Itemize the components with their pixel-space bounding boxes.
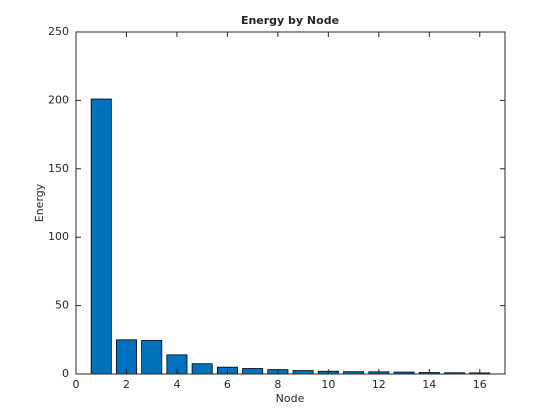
x-tick-label: 6	[224, 378, 231, 391]
x-tick-label: 10	[321, 378, 335, 391]
x-tick-label: 14	[422, 378, 436, 391]
x-tick-label: 8	[274, 378, 281, 391]
bar	[292, 370, 314, 375]
x-tick-label: 2	[123, 378, 130, 391]
bar	[242, 368, 264, 375]
y-axis-label: Energy	[33, 183, 46, 222]
y-tick-label: 100	[48, 230, 69, 243]
bar	[115, 339, 137, 375]
x-tick-label: 16	[473, 378, 487, 391]
x-tick-label: 12	[372, 378, 386, 391]
axes-box	[75, 31, 506, 375]
y-tick-label: 0	[62, 367, 69, 380]
bar	[90, 98, 112, 375]
x-axis-label: Node	[276, 392, 305, 405]
y-tick-label: 50	[55, 299, 69, 312]
x-tick-label: 4	[173, 378, 180, 391]
chart-title: Energy by Node	[241, 14, 339, 27]
bar	[141, 340, 163, 375]
y-tick-label: 250	[48, 25, 69, 38]
y-tick-label: 150	[48, 162, 69, 175]
bar	[191, 363, 213, 375]
x-tick-label: 0	[73, 378, 80, 391]
y-tick-label: 200	[48, 93, 69, 106]
